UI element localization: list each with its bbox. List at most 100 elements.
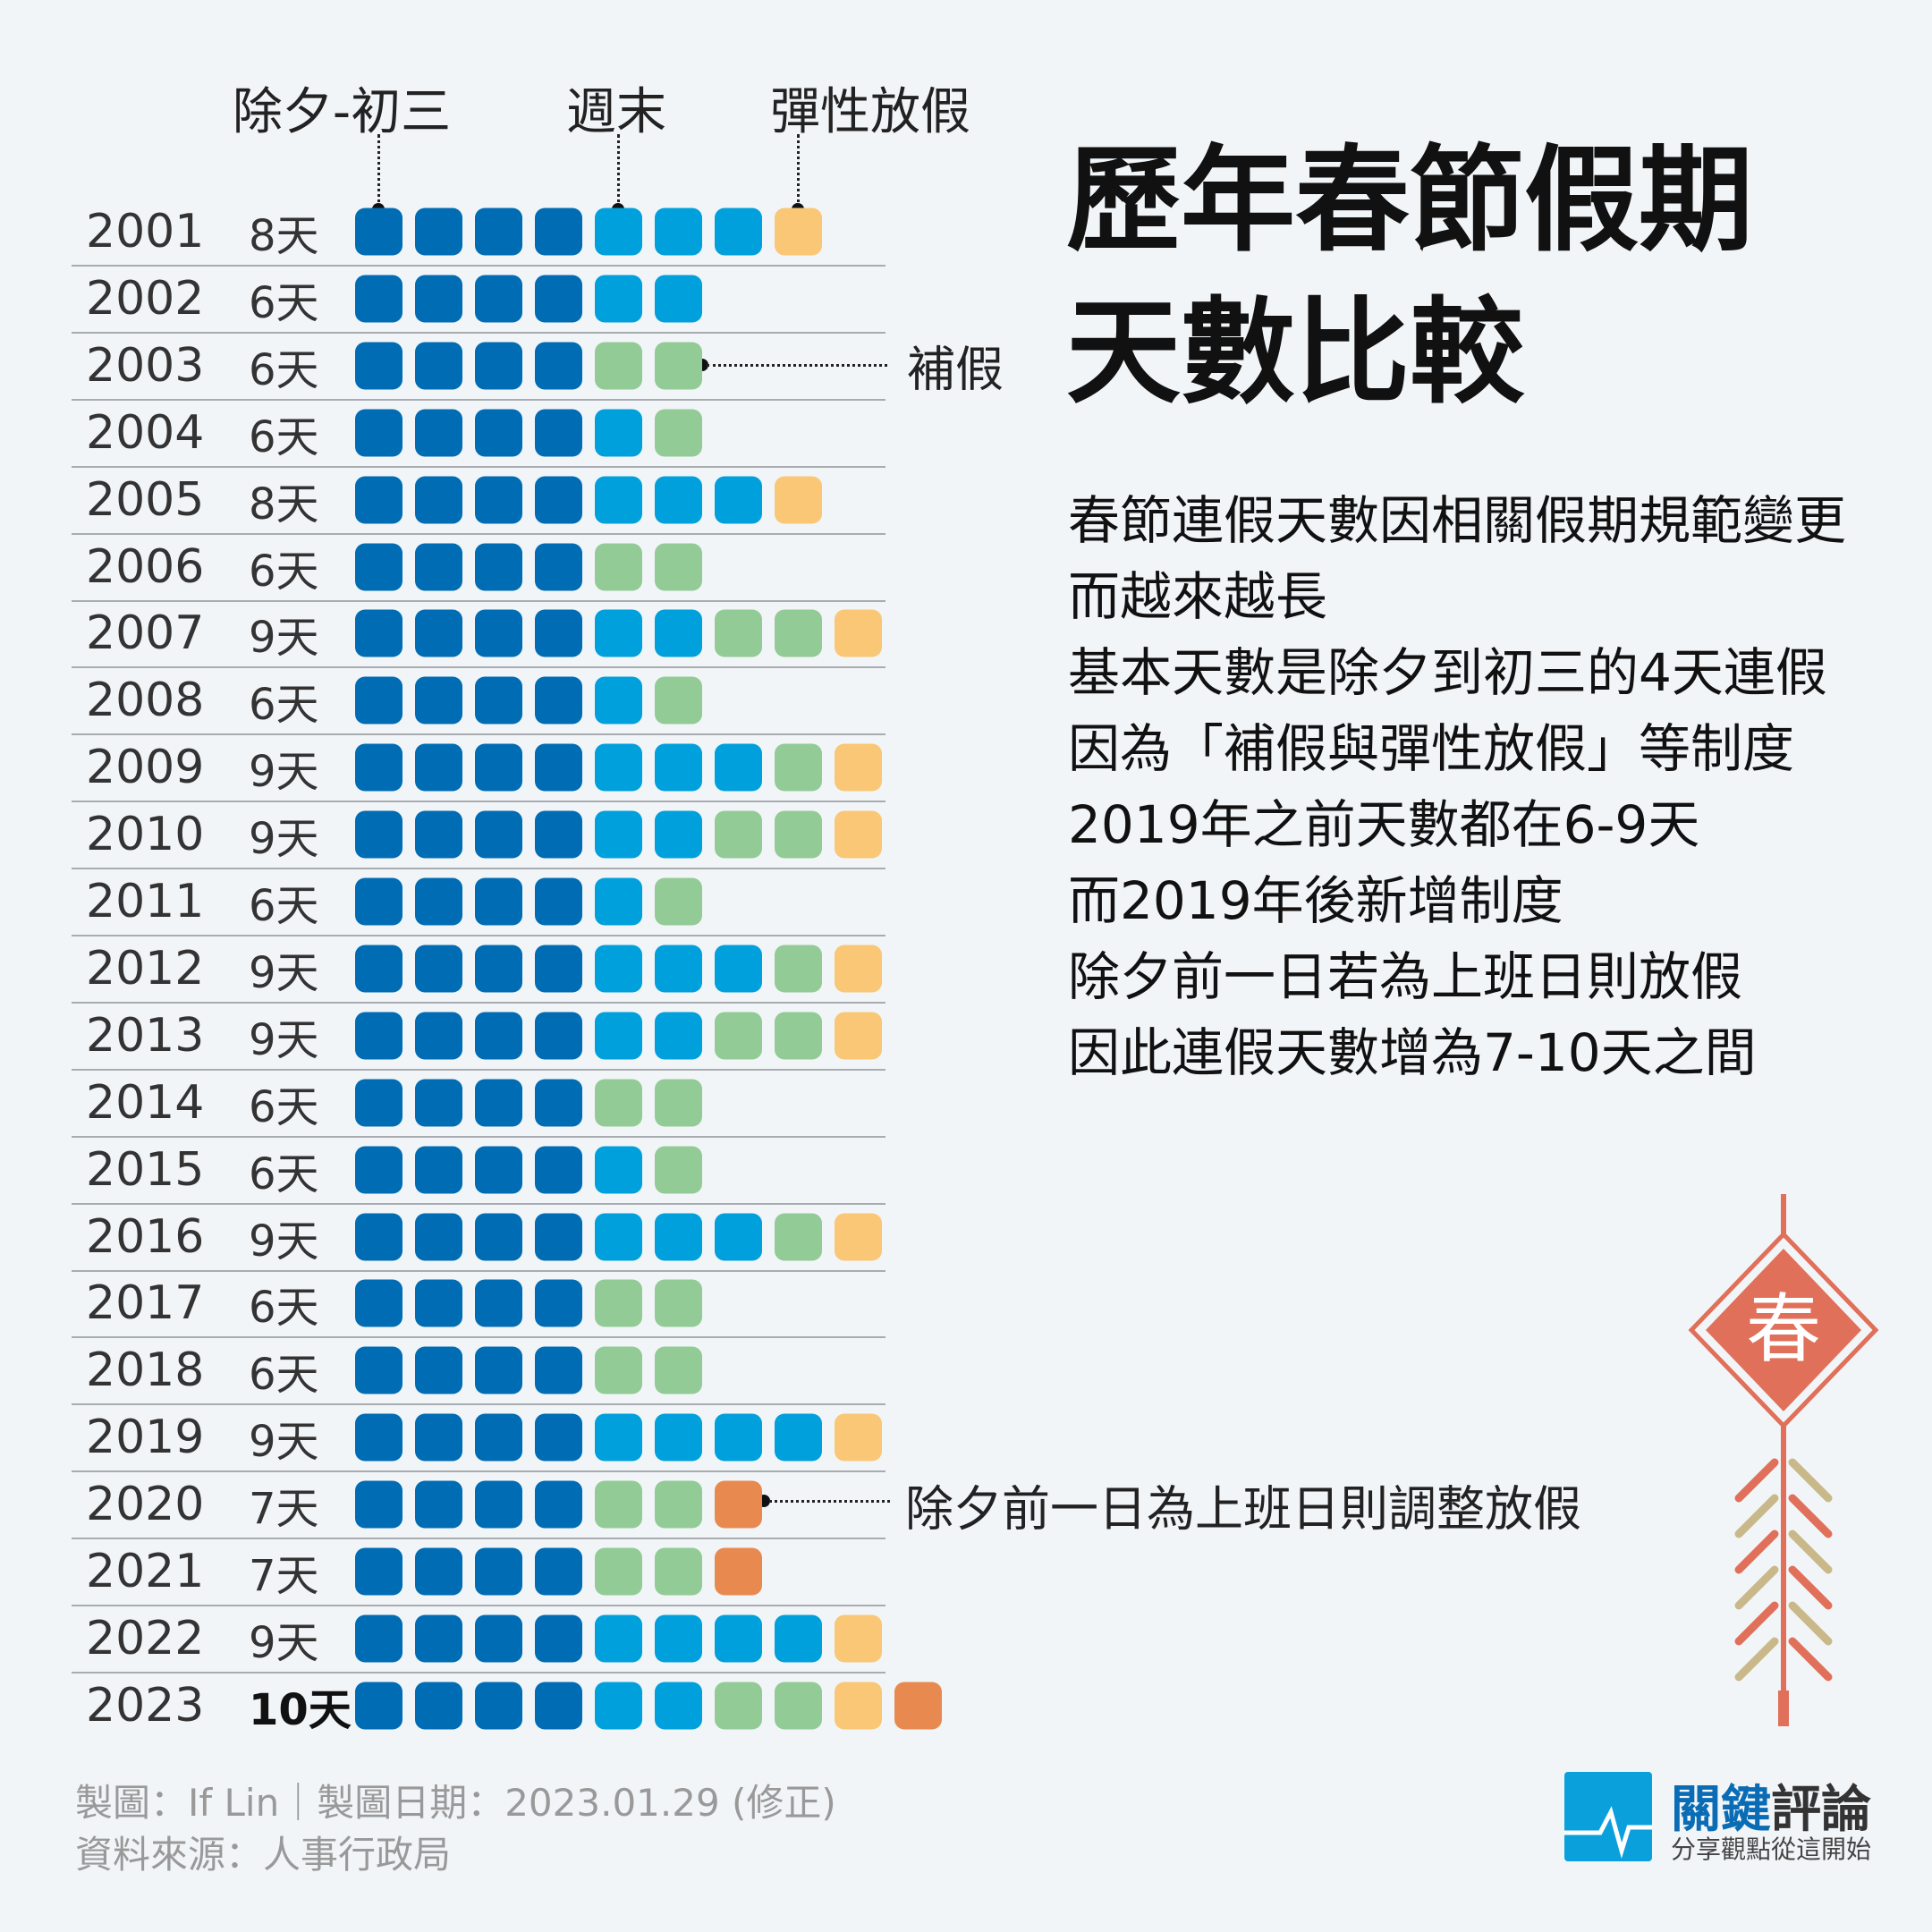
day-cell-B	[655, 743, 702, 792]
header-flex: 彈性放假	[770, 83, 970, 141]
row-divider	[72, 265, 886, 267]
day-cell-G	[655, 409, 702, 457]
row-divider	[72, 1269, 886, 1272]
day-cell-D	[415, 877, 462, 926]
day-cell-G	[595, 1547, 642, 1596]
day-cell-D	[415, 1682, 462, 1730]
row-year: 2010	[86, 808, 205, 862]
spring-ornament-icon: 春	[1688, 1194, 1879, 1726]
day-cell-B	[655, 810, 702, 859]
day-cell-D	[475, 476, 522, 524]
day-cell-G	[595, 1346, 642, 1394]
row-divider	[72, 1538, 886, 1540]
day-cell-D	[535, 543, 582, 590]
day-cell-D	[475, 1413, 522, 1462]
day-cell-G	[775, 1682, 822, 1730]
row-year: 2004	[86, 405, 205, 460]
day-cell-D	[535, 945, 582, 993]
day-cell-D	[355, 810, 402, 859]
day-cell-D	[475, 1346, 522, 1394]
header-eve: 除夕-初三	[232, 83, 452, 141]
day-cell-Y	[835, 1213, 882, 1260]
day-cell-B	[775, 1413, 822, 1462]
day-cell-D	[355, 543, 402, 590]
day-cell-D	[535, 275, 582, 323]
day-cell-Y	[775, 208, 822, 256]
row-days: 6天	[249, 1350, 319, 1401]
day-cell-D	[415, 810, 462, 859]
row-divider	[72, 1135, 886, 1138]
day-cell-D	[475, 409, 522, 457]
day-cell-D	[355, 1614, 402, 1663]
day-cell-G	[715, 1682, 762, 1730]
header-weekend: 週末	[566, 83, 666, 141]
day-cell-D	[535, 208, 582, 256]
day-cell-G	[595, 1480, 642, 1529]
day-cell-D	[535, 609, 582, 657]
day-cell-B	[595, 1146, 642, 1194]
day-cell-D	[535, 1346, 582, 1394]
day-cell-G	[655, 1547, 702, 1596]
description-line: 而越來越長	[1068, 566, 1328, 627]
description-line: 因此連假天數增為7-10天之間	[1068, 1022, 1757, 1083]
day-cell-B	[715, 1614, 762, 1663]
day-cell-B	[655, 1012, 702, 1060]
day-cell-Y	[775, 476, 822, 524]
row-year: 2023	[86, 1678, 205, 1733]
makeup-annotation: 補假	[907, 341, 1004, 398]
row-divider	[72, 1001, 886, 1004]
description-line: 春節連假天數因相關假期規範變更	[1068, 490, 1847, 551]
row-divider	[72, 1605, 886, 1606]
day-cell-B	[715, 945, 762, 993]
day-cell-D	[475, 1079, 522, 1127]
day-cell-D	[415, 1346, 462, 1394]
row-year: 2006	[86, 539, 205, 594]
day-cell-D	[415, 1480, 462, 1529]
row-days: 9天	[249, 947, 319, 998]
description-line: 2019年之前天數都在6-9天	[1068, 794, 1700, 855]
day-cell-D	[475, 810, 522, 859]
day-cell-G	[655, 877, 702, 926]
day-cell-D	[415, 945, 462, 993]
row-days: 6天	[249, 1148, 319, 1199]
day-cell-G	[715, 1012, 762, 1060]
row-days: 6天	[249, 344, 319, 395]
day-cell-G	[655, 543, 702, 590]
row-days: 9天	[249, 747, 319, 798]
row-days: 9天	[249, 613, 319, 664]
day-cell-G	[775, 945, 822, 993]
day-cell-B	[655, 945, 702, 993]
day-cell-D	[415, 275, 462, 323]
logo-name-blue: 關鍵	[1671, 1781, 1771, 1839]
day-cell-D	[415, 1012, 462, 1060]
day-cell-Y	[835, 743, 882, 792]
day-cell-G	[775, 1012, 822, 1060]
row-year: 2020	[86, 1478, 205, 1532]
row-year: 2013	[86, 1008, 205, 1063]
row-divider	[72, 733, 886, 736]
day-cell-D	[355, 1547, 402, 1596]
day-cell-Y	[835, 1682, 882, 1730]
row-days: 8天	[249, 479, 319, 530]
day-cell-O	[715, 1480, 762, 1529]
day-cell-D	[475, 1682, 522, 1730]
day-cell-G	[775, 1213, 822, 1260]
day-cell-D	[415, 1213, 462, 1260]
day-cell-D	[415, 208, 462, 256]
day-cell-B	[595, 609, 642, 657]
day-cell-D	[535, 342, 582, 390]
leader-line	[377, 134, 380, 209]
day-cell-D	[355, 342, 402, 390]
day-cell-B	[595, 275, 642, 323]
row-year: 2011	[86, 875, 205, 928]
day-cell-B	[595, 945, 642, 993]
day-cell-D	[475, 1480, 522, 1529]
row-year: 2007	[86, 606, 205, 661]
row-divider	[72, 331, 886, 334]
day-cell-G	[595, 342, 642, 390]
row-days: 10天	[249, 1684, 352, 1735]
day-cell-D	[355, 1146, 402, 1194]
row-divider	[72, 465, 886, 468]
row-year: 2017	[86, 1276, 205, 1331]
row-divider	[72, 935, 886, 936]
